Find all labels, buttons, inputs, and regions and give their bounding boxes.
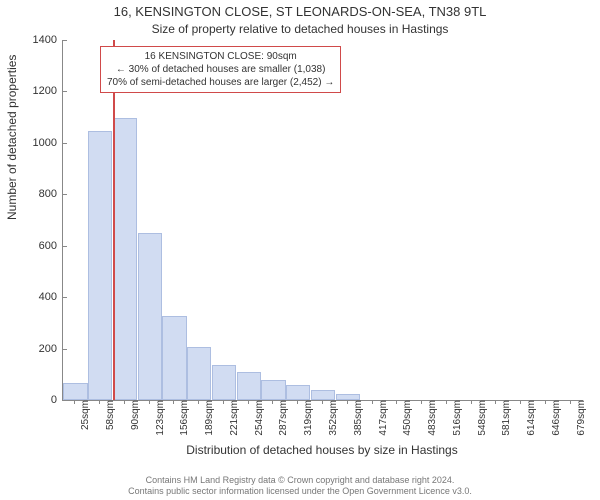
y-axis-label: Number of detached properties <box>5 55 19 220</box>
bars-layer <box>62 40 582 400</box>
histogram-bar <box>311 390 335 400</box>
x-tick-mark <box>347 400 348 404</box>
x-tick-label: 385sqm <box>351 400 364 436</box>
x-tick-mark <box>198 400 199 404</box>
x-tick-mark <box>471 400 472 404</box>
x-tick-mark <box>74 400 75 404</box>
x-tick-label: 679sqm <box>574 400 587 436</box>
histogram-bar <box>113 118 137 400</box>
x-tick-mark <box>223 400 224 404</box>
x-tick-mark <box>372 400 373 404</box>
annotation-line1: 16 KENSINGTON CLOSE: 90sqm <box>107 50 334 63</box>
histogram-bar <box>138 233 162 400</box>
x-tick-mark <box>173 400 174 404</box>
x-tick-label: 287sqm <box>276 400 289 436</box>
x-tick-label: 581sqm <box>499 400 512 436</box>
x-tick-label: 254sqm <box>252 400 265 436</box>
x-tick-label: 548sqm <box>475 400 488 436</box>
y-tick-label: 400 <box>39 291 62 303</box>
y-tick-label: 1400 <box>33 34 62 46</box>
annotation-line2: ← 30% of detached houses are smaller (1,… <box>107 63 334 76</box>
y-tick-label: 600 <box>39 240 62 252</box>
x-tick-label: 450sqm <box>400 400 413 436</box>
histogram-bar <box>261 380 285 400</box>
footer: Contains HM Land Registry data © Crown c… <box>0 475 600 498</box>
x-tick-mark <box>446 400 447 404</box>
x-axis-label: Distribution of detached houses by size … <box>62 443 582 457</box>
x-tick-label: 319sqm <box>301 400 314 436</box>
x-tick-label: 156sqm <box>177 400 190 436</box>
x-tick-label: 483sqm <box>425 400 438 436</box>
footer-line1: Contains HM Land Registry data © Crown c… <box>0 475 600 486</box>
footer-line2: Contains public sector information licen… <box>0 486 600 497</box>
x-tick-mark <box>322 400 323 404</box>
x-tick-label: 352sqm <box>326 400 339 436</box>
reference-annotation: 16 KENSINGTON CLOSE: 90sqm ← 30% of deta… <box>100 46 341 93</box>
x-tick-label: 123sqm <box>153 400 166 436</box>
x-tick-label: 189sqm <box>202 400 215 436</box>
x-tick-label: 614sqm <box>524 400 537 436</box>
x-tick-label: 221sqm <box>227 400 240 436</box>
x-tick-label: 516sqm <box>450 400 463 436</box>
histogram-bar <box>63 383 87 400</box>
plot-area: 16 KENSINGTON CLOSE: 90sqm ← 30% of deta… <box>62 40 582 400</box>
x-tick-mark <box>149 400 150 404</box>
x-tick-mark <box>421 400 422 404</box>
histogram-bar <box>237 372 261 400</box>
x-tick-mark <box>495 400 496 404</box>
title-sub: Size of property relative to detached ho… <box>0 22 600 36</box>
y-tick-label: 0 <box>51 394 62 406</box>
y-tick-label: 800 <box>39 188 62 200</box>
histogram-bar <box>212 365 236 400</box>
x-tick-mark <box>272 400 273 404</box>
annotation-line3: 70% of semi-detached houses are larger (… <box>107 76 334 89</box>
x-tick-mark <box>124 400 125 404</box>
reference-line <box>113 40 115 400</box>
x-tick-mark <box>297 400 298 404</box>
y-tick-label: 1000 <box>33 137 62 149</box>
x-tick-label: 646sqm <box>549 400 562 436</box>
x-tick-mark <box>99 400 100 404</box>
x-tick-mark <box>396 400 397 404</box>
x-tick-mark <box>570 400 571 404</box>
x-tick-mark <box>545 400 546 404</box>
histogram-bar <box>187 347 211 400</box>
y-tick-label: 200 <box>39 343 62 355</box>
chart-frame: 16, KENSINGTON CLOSE, ST LEONARDS-ON-SEA… <box>0 0 600 500</box>
histogram-bar <box>88 131 112 400</box>
y-tick-label: 1200 <box>33 85 62 97</box>
x-tick-label: 58sqm <box>103 400 116 430</box>
x-tick-label: 90sqm <box>128 400 141 430</box>
x-tick-mark <box>248 400 249 404</box>
histogram-bar <box>162 316 186 400</box>
x-tick-mark <box>520 400 521 404</box>
x-tick-label: 417sqm <box>376 400 389 436</box>
x-tick-label: 25sqm <box>78 400 91 430</box>
histogram-bar <box>286 385 310 400</box>
title-main: 16, KENSINGTON CLOSE, ST LEONARDS-ON-SEA… <box>0 4 600 19</box>
